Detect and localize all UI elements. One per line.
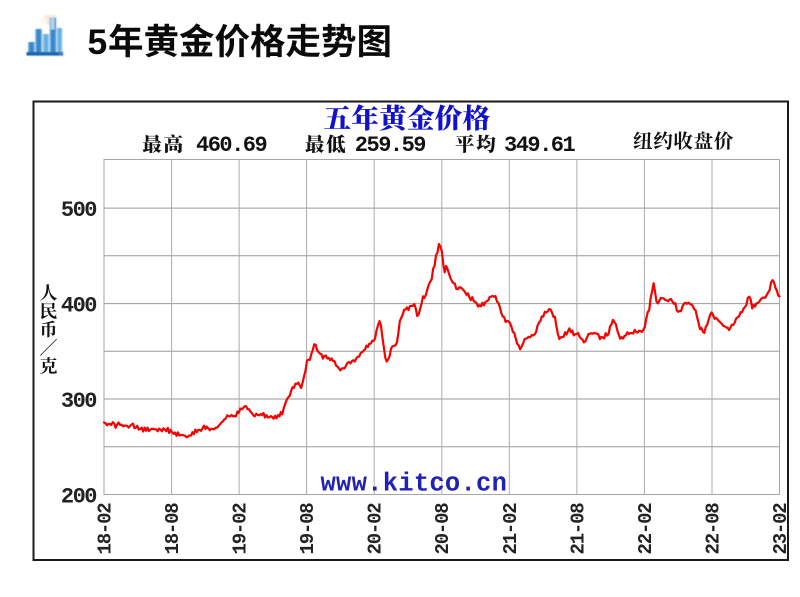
svg-text:18-08: 18-08 xyxy=(162,503,184,555)
svg-text:400: 400 xyxy=(61,294,96,319)
svg-text:259.59: 259.59 xyxy=(355,133,426,158)
svg-text:5: 5 xyxy=(88,22,108,62)
svg-text:22-08: 22-08 xyxy=(703,503,725,555)
svg-text:23-02: 23-02 xyxy=(770,503,792,555)
svg-text:21-02: 21-02 xyxy=(500,503,522,555)
svg-text:300: 300 xyxy=(61,389,96,414)
svg-text:20-02: 20-02 xyxy=(365,503,387,555)
svg-text:19-08: 19-08 xyxy=(297,503,319,555)
svg-text:200: 200 xyxy=(61,485,96,510)
svg-text:500: 500 xyxy=(61,198,96,223)
svg-text:20-08: 20-08 xyxy=(432,503,454,555)
svg-text:www.kitco.cn: www.kitco.cn xyxy=(321,470,508,499)
svg-text:18-02: 18-02 xyxy=(95,503,117,555)
svg-text:21-08: 21-08 xyxy=(567,503,589,555)
svg-text:349.61: 349.61 xyxy=(504,133,576,158)
svg-text:460.69: 460.69 xyxy=(196,133,267,158)
svg-text:19-02: 19-02 xyxy=(230,503,252,555)
svg-text:22-02: 22-02 xyxy=(635,503,657,555)
